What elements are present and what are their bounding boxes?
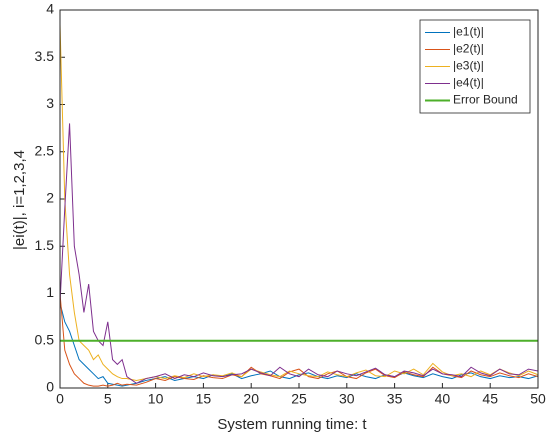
axes-frame (59, 9, 539, 389)
x-tick-label: 0 (56, 391, 64, 407)
y-tick-label: 2.5 (35, 142, 55, 158)
x-axis-label: System running time: t (217, 416, 367, 433)
series-line (59, 302, 539, 387)
x-tick-label: 25 (291, 391, 307, 407)
x-tick-label: 50 (530, 391, 546, 407)
y-tick-label: 4 (46, 1, 54, 17)
x-tick-label: 10 (148, 391, 164, 407)
legend-label: |e4(t)| (453, 76, 484, 90)
legend-label: |e2(t)| (453, 42, 484, 56)
legend-label: |e3(t)| (453, 59, 484, 73)
y-tick-label: 1 (46, 284, 54, 300)
x-tick-label: 40 (435, 391, 451, 407)
x-tick-label: 35 (387, 391, 403, 407)
x-tick-label: 5 (104, 391, 112, 407)
x-tick-label: 45 (482, 391, 498, 407)
x-tick-label: 30 (339, 391, 355, 407)
y-tick-label: 3 (46, 95, 54, 111)
series-line (59, 123, 539, 384)
x-tick-label: 20 (243, 391, 259, 407)
y-tick-label: 0.5 (35, 331, 55, 347)
legend-label: Error Bound (453, 93, 518, 107)
y-tick-label: 2 (46, 190, 54, 206)
y-tick-label: 1.5 (35, 237, 55, 253)
x-tick-label: 15 (196, 391, 212, 407)
y-tick-label: 0 (46, 379, 54, 395)
y-axis-label: |ei(t)|, i=1,2,3,4 (11, 150, 28, 250)
y-tick-label: 3.5 (35, 48, 55, 64)
legend-label: |e1(t)| (453, 25, 484, 39)
